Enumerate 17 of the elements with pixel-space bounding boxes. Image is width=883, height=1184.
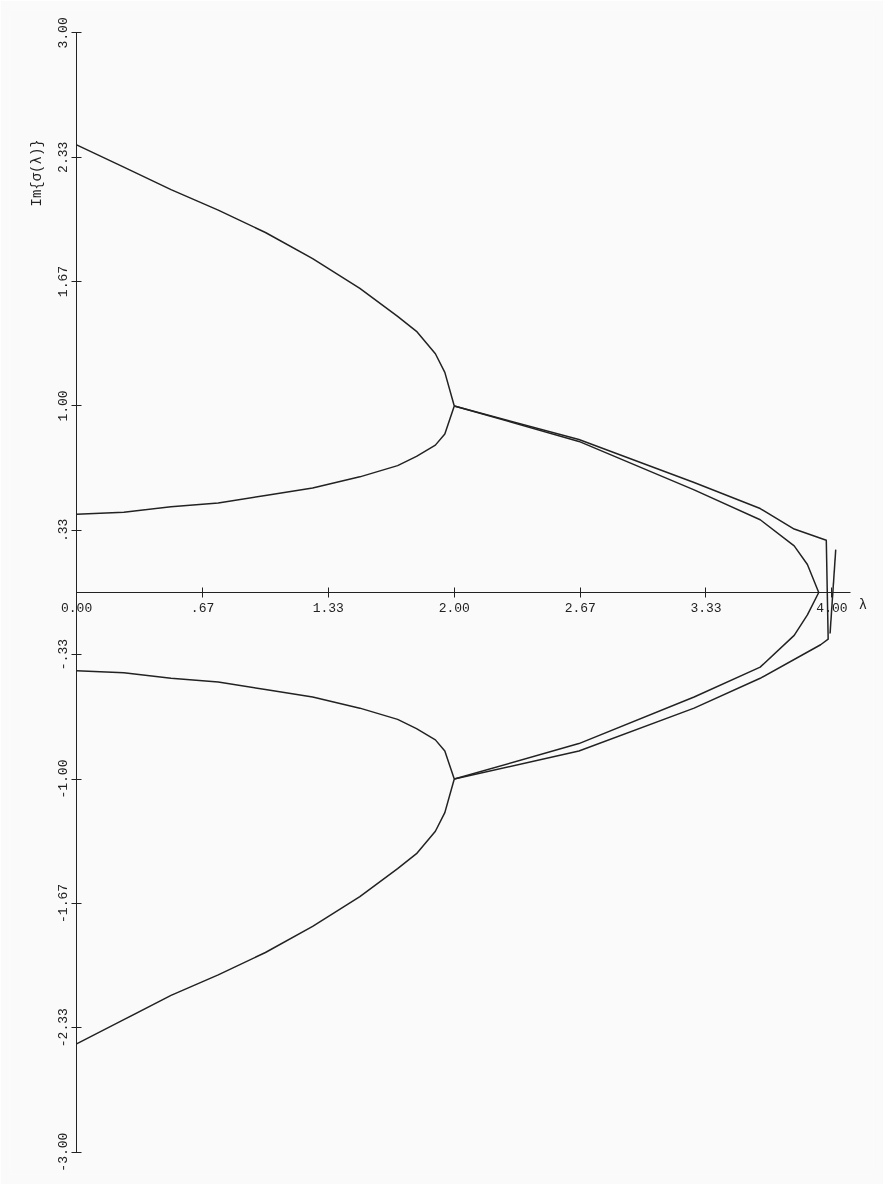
y-tick-label: -1.00 <box>55 759 71 799</box>
y-tick-label: 3.00 <box>55 17 71 49</box>
y-tick-label: -2.33 <box>55 1008 71 1048</box>
y-axis-title: Im{σ(λ)} <box>28 139 45 207</box>
y-tick-label: 1.67 <box>55 265 71 298</box>
x-tick-label: 2.67 <box>564 600 596 616</box>
x-tick-label: 2.00 <box>438 600 470 616</box>
x-axis-title: λ <box>858 596 868 613</box>
y-tick-label: -1.67 <box>55 883 71 923</box>
y-tick-label: 2.33 <box>55 141 71 173</box>
x-tick-label: 1.33 <box>312 600 344 616</box>
x-tick-label: 3.33 <box>690 600 722 616</box>
y-tick-label: .33 <box>55 518 71 543</box>
y-tick-label: 1.00 <box>55 390 71 422</box>
y-tick-label: -3.00 <box>55 1132 71 1172</box>
y-tick-label: -.33 <box>55 639 71 671</box>
x-tick-label: .67 <box>190 600 215 616</box>
